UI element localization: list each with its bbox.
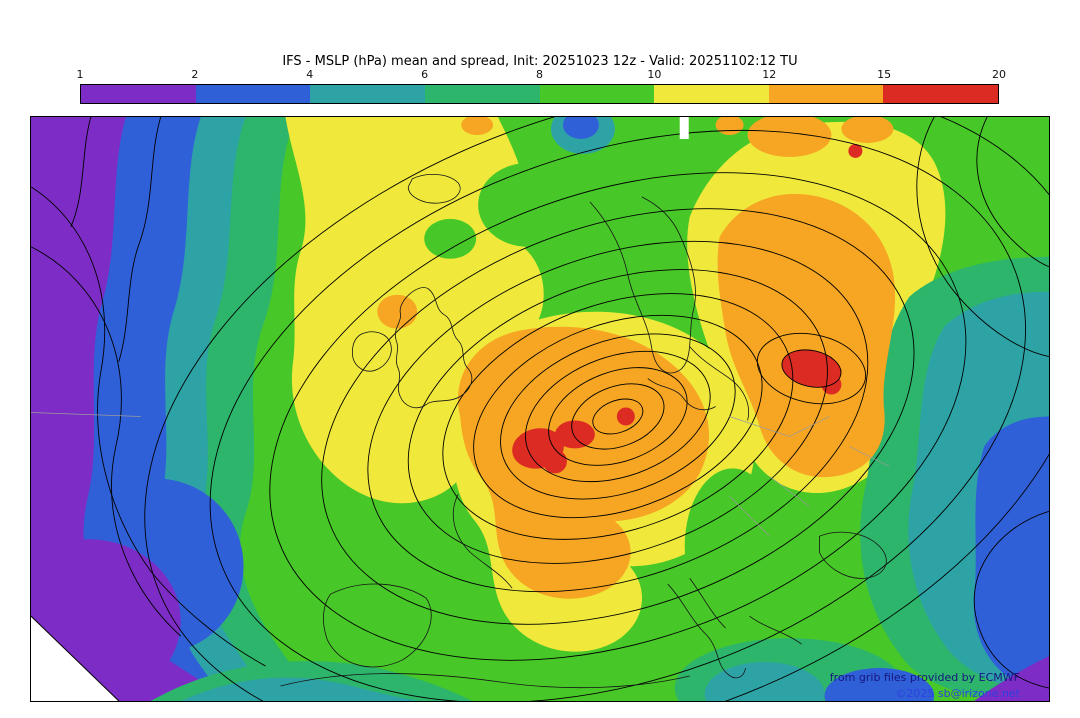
country-borders xyxy=(31,412,890,537)
colorbar-tick-label: 2 xyxy=(191,68,199,81)
colorbar: 1 2 4 6 8 10 12 15 20 xyxy=(76,68,1007,104)
spread-west-bands xyxy=(31,117,329,701)
iceland-coastline xyxy=(407,174,461,204)
colorbar-segment xyxy=(883,85,998,103)
colorbar-tick-label: 12 xyxy=(762,68,777,81)
colorbar-segment xyxy=(310,85,425,103)
spread-orange-region xyxy=(377,117,896,599)
colorbar-tick-label: 6 xyxy=(421,68,429,81)
colorbar-tick-label: 8 xyxy=(536,68,543,81)
mslp-spread-map xyxy=(31,117,1049,701)
attribution-source: from grib files provided by ECMWF xyxy=(829,671,1020,684)
colorbar-tick-label: 1 xyxy=(76,68,84,81)
colorbar-segment xyxy=(424,85,540,103)
france-coastline xyxy=(452,494,513,589)
attribution-copyright: ©2025 sb@irizone.net xyxy=(895,687,1020,700)
italy-coastline xyxy=(667,577,746,679)
great-britain-coastline xyxy=(394,287,473,409)
colorbar-tick-label: 10 xyxy=(647,68,662,81)
baltic-coastline xyxy=(647,346,749,421)
scandinavia-coastline xyxy=(589,196,696,374)
colorbar-segment xyxy=(195,85,311,103)
colorbar-segment xyxy=(539,85,655,103)
colorbar-segment xyxy=(81,85,196,103)
spread-east-bands xyxy=(860,256,1049,701)
black-sea-coastline xyxy=(819,531,887,579)
colorbar-segment xyxy=(768,85,884,103)
mslp-isobars xyxy=(31,117,1049,701)
chart-title: IFS - MSLP (hPa) mean and spread, Init: … xyxy=(282,54,798,69)
ireland-coastline xyxy=(351,331,392,372)
colorbar-segments xyxy=(80,84,999,104)
colorbar-tick-label: 20 xyxy=(992,68,1006,81)
colorbar-segment xyxy=(654,85,769,103)
top-edge-gap xyxy=(679,117,689,139)
aegean-coastline xyxy=(749,615,802,645)
colorbar-tick-label: 4 xyxy=(306,68,314,81)
colorbar-ticks: 1 2 4 6 8 10 12 15 20 xyxy=(76,68,1007,81)
colorbar-tick-label: 15 xyxy=(877,68,892,81)
coastlines xyxy=(280,174,887,689)
projection-edge xyxy=(31,117,689,701)
north-africa-coastline xyxy=(280,673,690,689)
iberia-coastline xyxy=(323,583,432,668)
weather-map xyxy=(30,116,1050,702)
